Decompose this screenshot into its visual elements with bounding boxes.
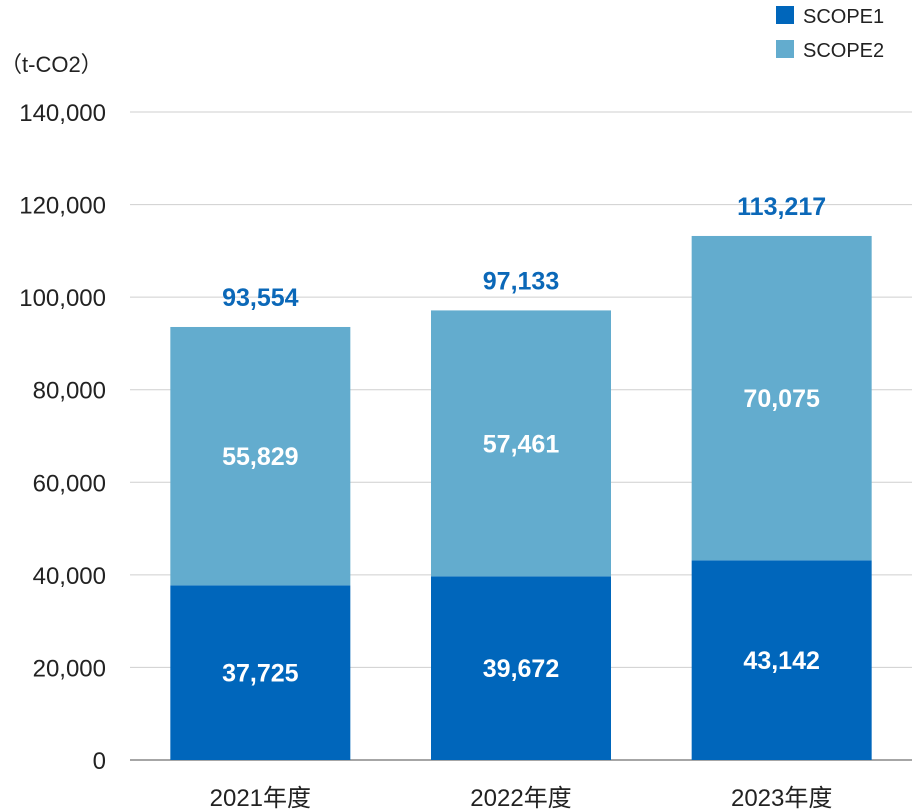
total-label: 93,554	[222, 284, 299, 312]
data-label-scope1: 39,672	[483, 655, 559, 683]
y-tick-label: 80,000	[33, 378, 106, 405]
y-axis-unit-label: （t-CO2）	[0, 52, 103, 77]
y-tick-label: 40,000	[33, 563, 106, 590]
legend-swatch-scope2	[776, 40, 794, 58]
bar-segment-scope1	[431, 576, 611, 760]
y-tick-label: 0	[93, 748, 106, 775]
bar-segment-scope1	[170, 585, 351, 760]
x-category-label: 2022年度	[470, 785, 571, 812]
x-axis-categories: 2021年度 2022年度 2023年度	[210, 785, 833, 812]
y-tick-label: 120,000	[19, 193, 106, 220]
bar-labels: 37,725 55,829 93,554 39,672 57,461 97,133 43,1…	[222, 193, 826, 688]
legend-label-scope2: SCOPE2	[803, 40, 884, 62]
data-label-scope2: 70,075	[743, 385, 820, 413]
bar-segment-scope2	[691, 235, 872, 561]
total-label: 113,217	[737, 193, 826, 221]
x-category-label: 2023年度	[731, 785, 832, 812]
bar-segment-scope2	[431, 310, 611, 577]
y-tick-label: 60,000	[33, 470, 106, 497]
data-label-scope1: 43,142	[743, 647, 819, 675]
legend: SCOPE1 SCOPE2	[776, 6, 884, 62]
legend-label-scope1: SCOPE1	[803, 6, 884, 28]
y-tick-label: 20,000	[33, 655, 106, 682]
bar-segment-scope1	[691, 560, 872, 760]
y-axis-ticks: 0 20,000 40,000 60,000 80,000 100,000 120,000 1…	[19, 100, 106, 775]
data-label-scope1: 37,725	[222, 660, 299, 688]
y-tick-label: 140,000	[19, 100, 106, 127]
data-label-scope2: 57,461	[483, 430, 560, 458]
total-label: 97,133	[483, 267, 559, 295]
legend-swatch-scope1	[776, 6, 794, 24]
bar-segment-scope2	[170, 326, 351, 586]
x-category-label: 2021年度	[210, 785, 311, 812]
data-label-scope2: 55,829	[222, 443, 298, 471]
bars	[170, 235, 872, 760]
y-tick-label: 100,000	[19, 285, 106, 312]
